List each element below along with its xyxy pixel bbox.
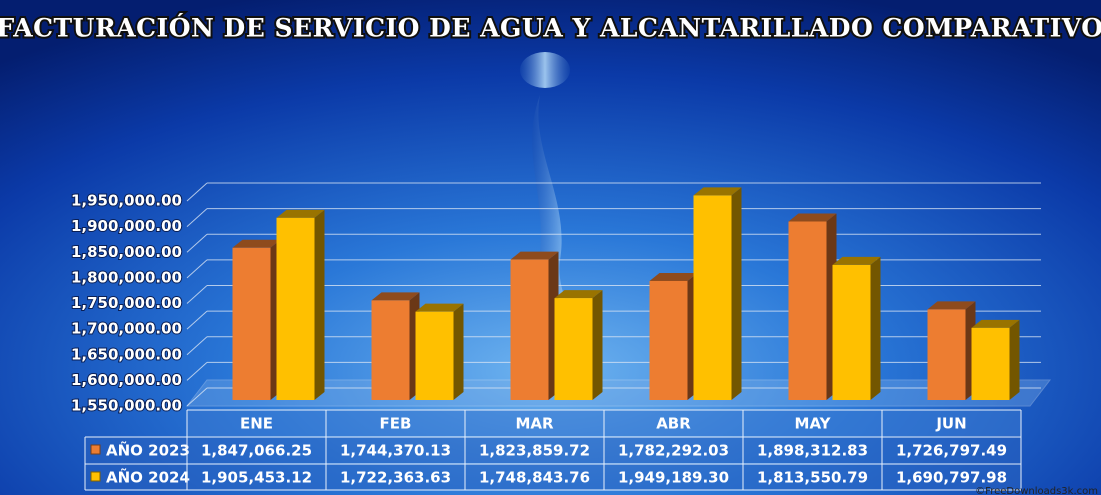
bar-top (415, 303, 464, 312)
table-bg (85, 437, 1021, 463)
water-drop (520, 52, 570, 88)
watermark: ©FreeDownloads3k.com (975, 486, 1098, 495)
y-tick-label: 1,600,000.00 (71, 371, 182, 389)
data-label: 1,898,312.83 (757, 442, 868, 460)
data-label: 1,847,066.25 (201, 442, 312, 460)
bar (554, 290, 603, 400)
bar-top (232, 239, 281, 248)
y-tick-label: 1,650,000.00 (71, 345, 182, 363)
grid-line-side (186, 233, 208, 253)
bar-front (276, 217, 315, 400)
grid-line-side (186, 310, 208, 330)
data-label: 1,782,292.03 (618, 442, 729, 460)
legend-label: AÑO 2024 (106, 468, 190, 487)
bar-top (788, 213, 837, 222)
bar (693, 187, 742, 400)
grid-line-side (186, 362, 208, 381)
y-tick-label: 1,800,000.00 (71, 268, 182, 286)
bar (232, 239, 281, 400)
bar-side (453, 303, 464, 400)
y-tick-label: 1,700,000.00 (71, 320, 182, 338)
bar (927, 301, 976, 400)
bar (510, 251, 559, 400)
legend-marker (90, 444, 101, 455)
bar-top (371, 292, 420, 301)
bar-top (832, 256, 881, 265)
table-bg (85, 464, 1021, 490)
bar-front (832, 264, 871, 400)
y-tick-label: 1,850,000.00 (71, 243, 182, 261)
bar-front (971, 327, 1010, 400)
legend-marker (90, 471, 101, 482)
bar-side (1009, 319, 1020, 400)
grid-line-side (186, 387, 208, 407)
grid-line-side (186, 285, 208, 304)
grid-line-side (186, 259, 208, 279)
bar (832, 256, 881, 400)
bar-front (415, 311, 454, 400)
data-label: 1,949,189.30 (618, 469, 729, 487)
data-label: 1,722,363.63 (340, 469, 451, 487)
x-tick-label: MAY (795, 415, 832, 433)
data-label: 1,905,453.12 (201, 469, 312, 487)
bar-top (693, 187, 742, 196)
data-label: 1,813,550.79 (757, 469, 868, 487)
data-label: 1,726,797.49 (896, 442, 1007, 460)
bar-front (371, 300, 410, 400)
bar-top (276, 209, 325, 218)
bar (415, 303, 464, 400)
grid-line-side (186, 208, 208, 227)
bar-front (927, 309, 966, 400)
chart-title: FACTURACIÓN DE SERVICIO DE AGUA Y ALCANT… (0, 14, 1101, 43)
bar-front (788, 221, 827, 400)
bar-side (314, 209, 325, 400)
bar (971, 319, 1020, 400)
bar (371, 292, 420, 400)
bar-side (870, 256, 881, 400)
y-tick-label: 1,750,000.00 (71, 294, 182, 312)
y-tick-label: 1,900,000.00 (71, 217, 182, 235)
y-tick-label: 1,950,000.00 (71, 192, 182, 210)
grid-line-side (186, 182, 208, 202)
y-tick-label: 1,550,000.00 (71, 397, 182, 415)
x-tick-label: FEB (380, 415, 412, 433)
data-label: 1,690,797.98 (896, 469, 1007, 487)
bar-top (510, 251, 559, 260)
data-label: 1,748,843.76 (479, 469, 590, 487)
legend-label: AÑO 2023 (106, 441, 190, 460)
bar-front (649, 280, 688, 400)
bar-top (649, 272, 698, 281)
x-tick-label: JUN (935, 415, 966, 433)
x-tick-label: ENE (240, 415, 273, 433)
bar-top (971, 319, 1020, 328)
data-label: 1,823,859.72 (479, 442, 590, 460)
bar-front (554, 298, 593, 400)
x-tick-label: MAR (515, 415, 554, 433)
grid-line-side (186, 336, 208, 356)
bar-side (592, 290, 603, 400)
bar-front (232, 247, 271, 400)
bar-side (731, 187, 742, 400)
bar-front (693, 195, 732, 400)
bar-top (927, 301, 976, 310)
bar (788, 213, 837, 400)
x-tick-label: ABR (656, 415, 691, 433)
bar-front (510, 259, 549, 400)
bar-top (554, 290, 603, 299)
data-label: 1,744,370.13 (340, 442, 451, 460)
bar (649, 272, 698, 400)
bar (276, 209, 325, 400)
